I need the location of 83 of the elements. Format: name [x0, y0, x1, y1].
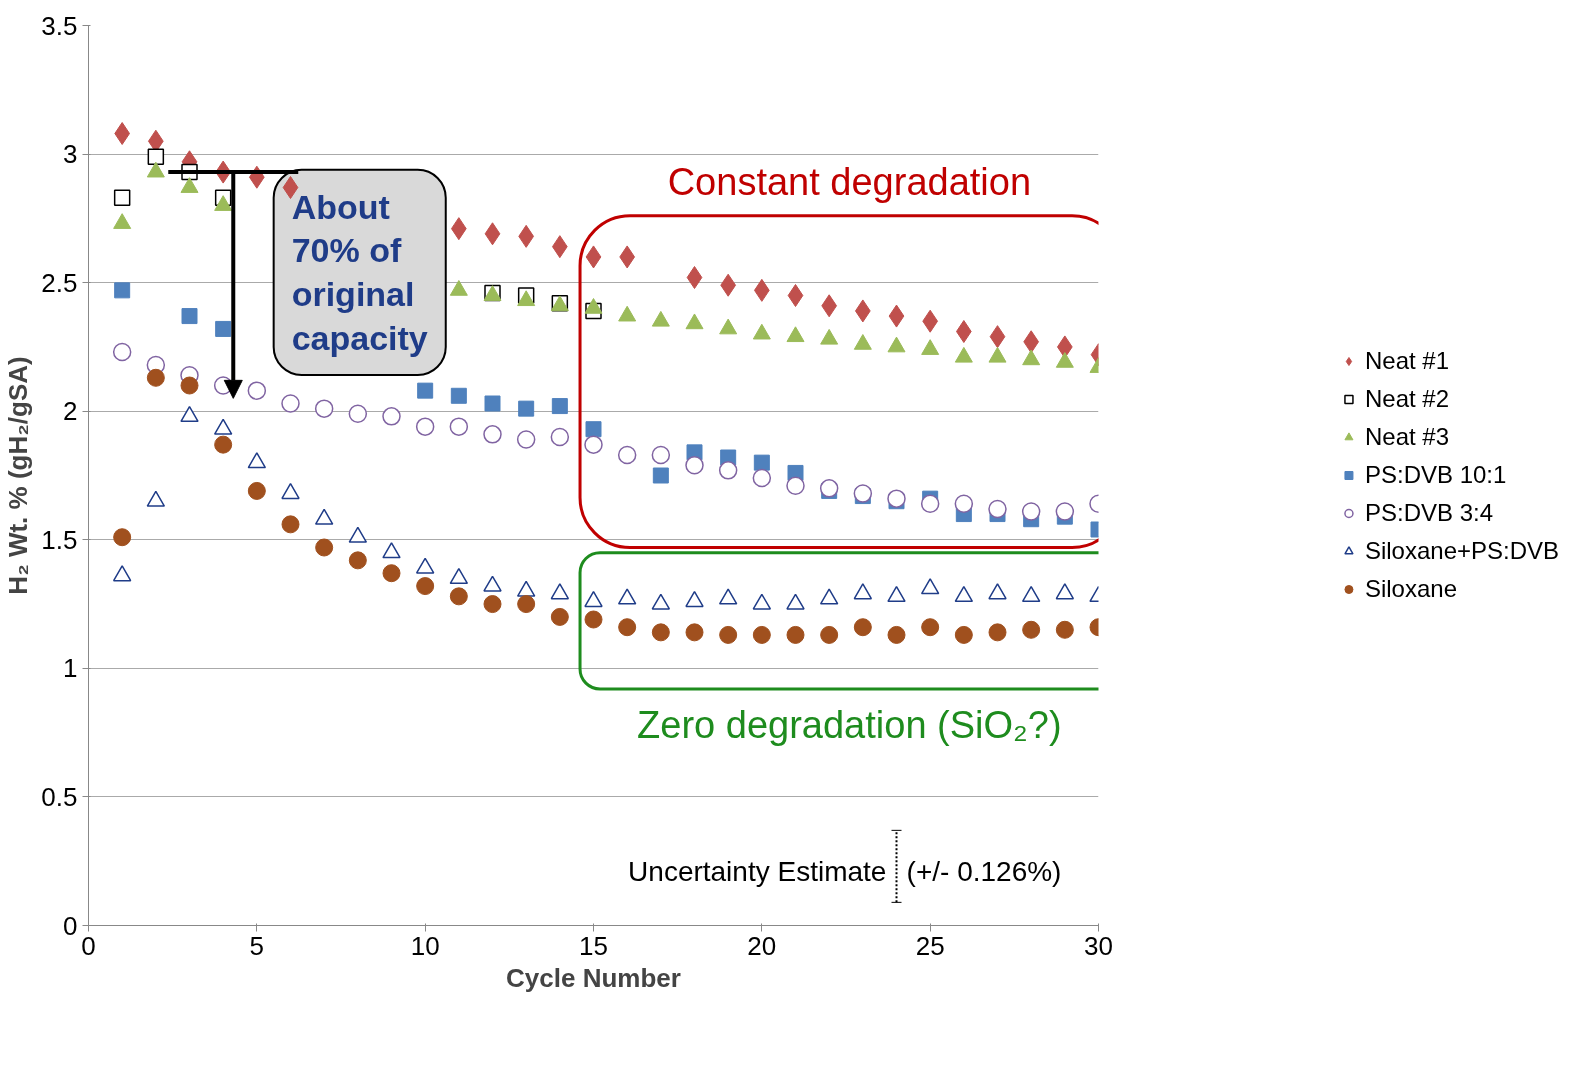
- point: [348, 551, 367, 570]
- annotation: (+/- 0.126%): [906, 856, 1062, 887]
- point: [281, 515, 300, 534]
- y-tick-label: 0: [63, 910, 78, 941]
- point: [585, 245, 602, 269]
- annotation: About 70% of original capacity: [291, 187, 428, 357]
- y-tick-label: 2.5: [41, 267, 78, 298]
- point: [214, 435, 233, 454]
- point: [686, 266, 703, 289]
- y-tick-label: 3: [63, 139, 78, 170]
- point: [517, 595, 536, 614]
- point: [483, 595, 502, 614]
- y-tick-label: 0.5: [41, 781, 78, 812]
- x-tick-label: 20: [747, 930, 777, 961]
- point: [787, 284, 804, 307]
- point: [988, 499, 1007, 519]
- point: [1055, 502, 1075, 521]
- y-tick-label: 1.5: [41, 524, 78, 555]
- point: [584, 610, 603, 629]
- point: [920, 494, 940, 514]
- point: [247, 481, 266, 500]
- legend-label: Neat #1: [1364, 347, 1450, 375]
- point: [1022, 620, 1041, 639]
- point: [551, 398, 568, 415]
- x-tick-label: 30: [1084, 930, 1113, 961]
- point: [215, 320, 232, 337]
- point: [146, 368, 165, 387]
- y-axis-title: H₂ Wt. % (gH₂/gSA): [3, 356, 34, 595]
- point: [853, 484, 873, 503]
- point: [989, 325, 1006, 349]
- point: [888, 304, 905, 328]
- point: [550, 607, 569, 626]
- x-tick-label: 15: [579, 930, 608, 961]
- point: [820, 625, 839, 644]
- point: [416, 577, 435, 596]
- legend-label: Siloxane+PS:DVB: [1364, 537, 1560, 565]
- point: [1055, 620, 1074, 639]
- point: [417, 382, 434, 399]
- y-tick-label: 1: [63, 653, 78, 684]
- y-tick-label: 3.5: [41, 10, 78, 41]
- legend-label: Siloxane: [1364, 575, 1458, 603]
- x-tick-label: 25: [915, 930, 945, 961]
- point: [618, 618, 637, 637]
- point: [954, 625, 973, 644]
- point: [484, 395, 501, 412]
- point: [786, 625, 805, 644]
- legend-label: PS:DVB 10:1: [1364, 461, 1507, 489]
- point: [450, 387, 467, 404]
- annotation: Uncertainty Estimate: [628, 856, 887, 887]
- x-tick-label: 10: [410, 930, 440, 961]
- legend-label: Neat #3: [1364, 423, 1450, 451]
- point: [114, 282, 131, 299]
- point: [853, 618, 872, 637]
- point: [887, 489, 906, 508]
- point: [449, 587, 468, 606]
- point: [652, 467, 669, 484]
- point: [113, 189, 131, 207]
- point: [753, 454, 770, 471]
- annotation: Zero degradation (SiO₂?): [637, 703, 1062, 746]
- legend-label: Neat #2: [1364, 385, 1450, 413]
- point: [685, 623, 704, 642]
- point: [113, 528, 132, 547]
- point: [651, 623, 670, 642]
- x-axis-title: Cycle Number: [506, 962, 681, 993]
- point: [181, 308, 198, 325]
- point: [719, 625, 738, 644]
- point: [382, 564, 401, 583]
- annotation: Constant degradation: [667, 161, 1032, 204]
- point: [921, 618, 940, 637]
- point: [887, 625, 906, 644]
- point: [180, 376, 199, 395]
- legend-label: PS:DVB 3:4: [1364, 499, 1494, 527]
- point: [484, 222, 501, 246]
- x-tick-label: 5: [249, 930, 265, 961]
- point: [585, 421, 602, 438]
- y-tick-label: 2: [63, 396, 78, 427]
- point: [988, 623, 1007, 642]
- point: [954, 494, 974, 514]
- point: [147, 148, 165, 165]
- point: [518, 400, 535, 417]
- point: [315, 538, 334, 557]
- point: [752, 625, 771, 644]
- point: [1021, 502, 1041, 521]
